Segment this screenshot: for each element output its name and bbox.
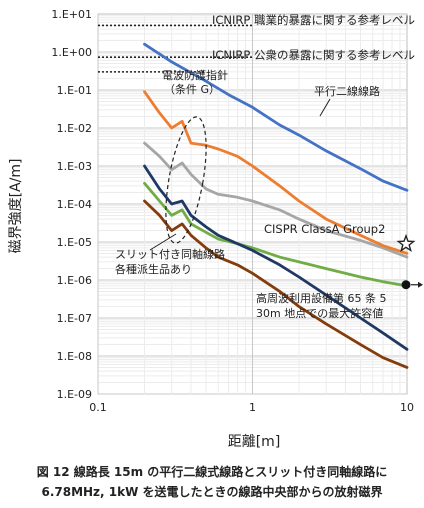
x-tick-labels: 0.1 1 10: [89, 401, 414, 414]
cispr-star-marker: [396, 233, 416, 253]
series-lines: [143, 42, 409, 369]
figure-caption-line1: 図 12 線路長 15m の平行二線式線路とスリット付き同軸線路に: [36, 465, 388, 479]
chart: 1.E-09 1.E-08 1.E-07 1.E-06 1.E-05 1.E-04 1.E-…: [8, 8, 423, 450]
cispr-label: CISPR ClassA Group2: [264, 222, 385, 236]
series-line: [143, 42, 409, 192]
x-tick-label: 10: [400, 401, 414, 414]
ism-dot-marker: [401, 280, 411, 290]
y-tick-labels: 1.E-09 1.E-08 1.E-07 1.E-06 1.E-05 1.E-04 1.E-…: [51, 8, 92, 401]
y-tick-label: 1.E-03: [57, 160, 92, 173]
y-axis-label: 磁界強度[A/m]: [8, 159, 24, 254]
guideline-label-line1: 電波防護指針: [162, 68, 228, 82]
series-line: [143, 141, 409, 259]
y-tick-label: 1.E-06: [57, 274, 92, 287]
series-line: [143, 164, 409, 351]
y-tick-label: 1.E-07: [57, 312, 92, 325]
grid: [97, 14, 407, 395]
reference-label-occupational: ICNIRP 職業的暴露に関する参考レベル: [212, 13, 415, 27]
parallel-line-label: 平行二線線路: [314, 84, 380, 98]
x-tick-label: 0.1: [89, 401, 107, 414]
coax-label-line1: スリット付き同軸線路: [115, 247, 225, 261]
y-tick-label: 1.E+00: [51, 46, 92, 59]
coax-group-ellipse: [165, 116, 207, 244]
guideline-label-line2: （条件 G）: [164, 82, 220, 96]
ism-label-line1: 高周波利用設備第 65 条 5: [256, 291, 387, 305]
y-tick-label: 1.E-09: [57, 388, 92, 401]
y-tick-label: 1.E+01: [51, 8, 92, 21]
y-tick-label: 1.E-04: [57, 198, 92, 211]
annotations: [149, 98, 423, 290]
y-tick-label: 1.E-01: [57, 84, 92, 97]
y-tick-label: 1.E-02: [57, 122, 92, 135]
y-tick-label: 1.E-05: [57, 236, 92, 249]
figure-caption-line2: 6.78MHz, 1kW を送電したときの線路中央部からの放射磁界: [41, 485, 383, 499]
ism-label-line2: 30m 地点での最大許容値: [256, 306, 383, 320]
series-line: [143, 90, 409, 255]
parallel-leader-line: [319, 98, 331, 117]
coax-label-line2: 各種派生品あり: [115, 262, 192, 276]
ism-arrow-head: [418, 281, 423, 288]
x-axis-label: 距離[m]: [228, 433, 281, 450]
y-tick-label: 1.E-08: [57, 350, 92, 363]
series-line: [143, 199, 409, 369]
reference-label-public: ICNIRP 公衆の暴露に関する参考レベル: [212, 48, 415, 62]
coax-leader-line: [149, 233, 177, 251]
x-tick-label: 1: [249, 401, 256, 414]
